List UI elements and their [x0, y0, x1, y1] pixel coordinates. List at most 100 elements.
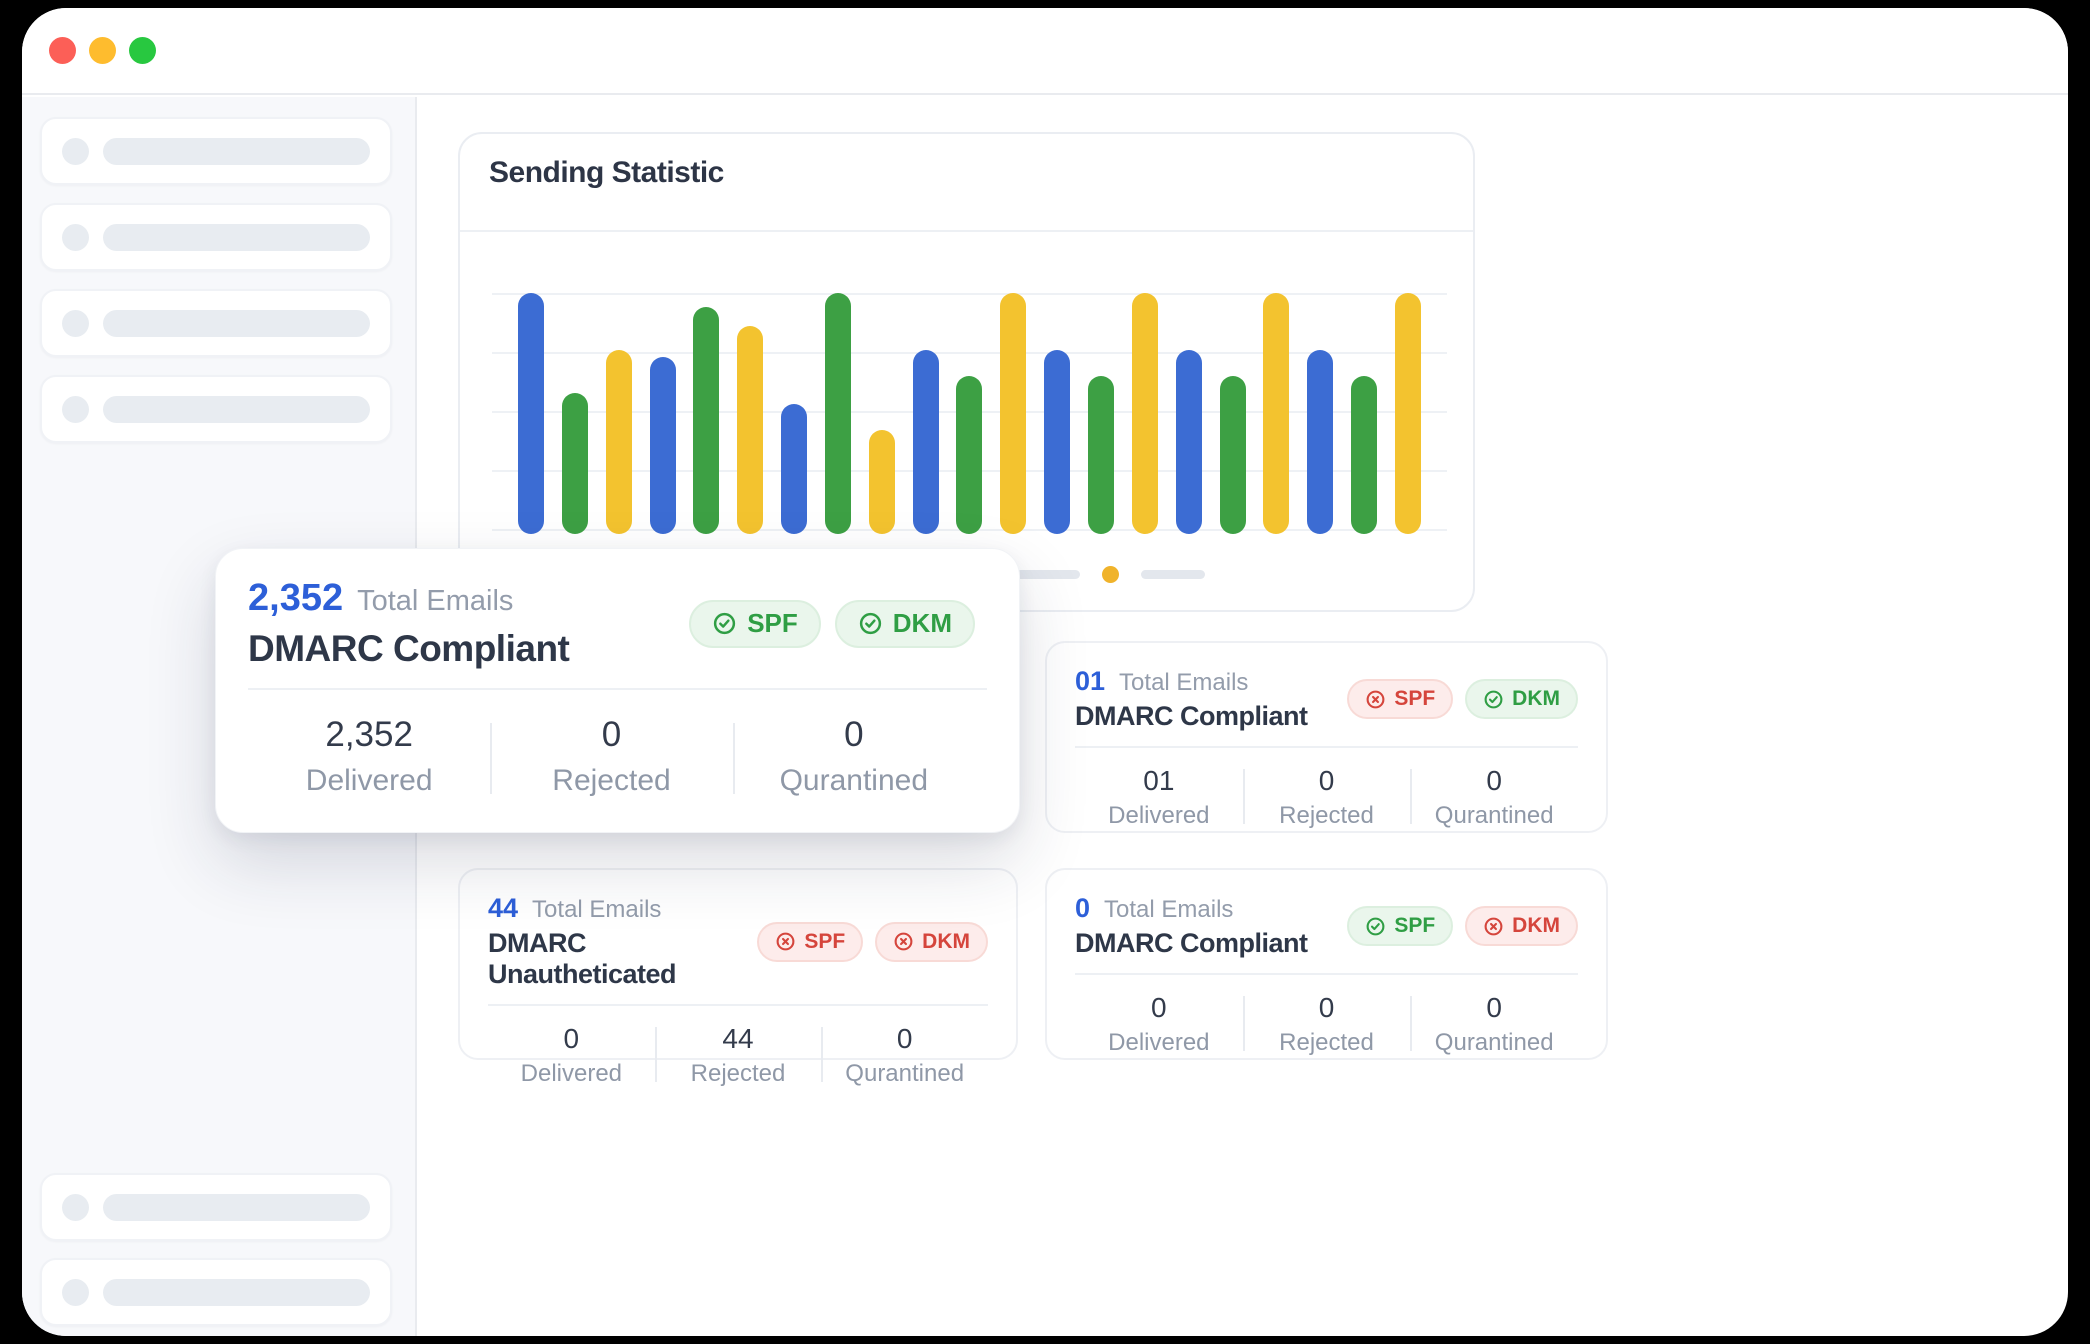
stats-row: 01 Delivered 0 Rejected 0 Qurantined — [1075, 748, 1578, 830]
sending-statistic-card: Sending Statistic — [458, 132, 1475, 612]
chart-bar-blue — [1044, 350, 1071, 534]
chart-bar-yellow — [868, 430, 895, 534]
sidebar-skeleton-item — [40, 289, 392, 357]
chart-bar-blue — [1307, 350, 1334, 534]
skeleton-avatar-placeholder — [62, 395, 89, 423]
chart-bar-green — [693, 307, 720, 534]
auth-badges: SPF DKM — [1347, 906, 1578, 946]
x-circle-icon — [775, 931, 796, 952]
check-circle-icon — [858, 611, 883, 636]
carousel-dash[interactable] — [1141, 570, 1205, 579]
card-divider — [1075, 973, 1578, 975]
chart-bar-green — [1219, 376, 1246, 534]
card-divider — [1075, 746, 1578, 748]
dmarc-stat-card-bottom-left: 44 Total Emails DMARC Unautheticated SPF… — [458, 868, 1018, 1087]
dkm-fail-badge: DKM — [875, 921, 988, 962]
dmarc-stat-card-top-right: 01 Total Emails DMARC Compliant SPF DKM … — [1045, 641, 1608, 833]
chart-title: Sending Statistic — [489, 156, 724, 189]
sidebar-top-group — [40, 117, 392, 443]
spf-fail-badge: SPF — [757, 921, 864, 962]
carousel-dash[interactable] — [1016, 570, 1080, 579]
total-emails-label: Total Emails — [1104, 896, 1234, 923]
skeleton-text-placeholder — [103, 223, 370, 251]
dkm-fail-badge: DKM — [1465, 906, 1578, 946]
x-circle-icon — [893, 931, 914, 952]
auth-badges: SPF DKM — [757, 921, 988, 962]
chart-bar-yellow — [1263, 293, 1290, 534]
stat-label: Delivered — [1108, 802, 1210, 829]
stat-column: 0 Rejected — [490, 715, 732, 798]
total-emails-line: 2,352 Total Emails — [248, 577, 569, 620]
bar-chart — [492, 293, 1447, 534]
chart-bars — [492, 293, 1447, 534]
x-circle-icon — [1483, 916, 1504, 937]
titlebar — [22, 8, 2068, 95]
card-header: 44 Total Emails DMARC Unautheticated SPF… — [488, 893, 988, 990]
total-emails-line: 01 Total Emails — [1075, 666, 1307, 697]
close-window-button[interactable] — [49, 37, 76, 64]
sidebar-skeleton-item — [40, 1258, 392, 1326]
stat-column: 0 Rejected — [1242, 992, 1411, 1057]
zoom-window-button[interactable] — [129, 37, 156, 64]
stat-label: Qurantined — [1434, 802, 1554, 829]
stat-column: 0 Qurantined — [732, 715, 975, 798]
total-emails-label: Total Emails — [532, 896, 662, 923]
stat-label: Delivered — [1108, 1029, 1210, 1056]
check-circle-icon — [712, 611, 737, 636]
skeleton-text-placeholder — [103, 137, 370, 165]
card-title: DMARC Compliant — [1075, 701, 1308, 731]
card-header-divider — [460, 230, 1473, 232]
stat-value: 2,352 — [325, 715, 413, 754]
app-window: Sending Statistic 2,352 Total Emails DMA… — [22, 8, 2068, 1336]
stat-label: Qurantined — [1434, 1029, 1554, 1056]
auth-badges: SPF DKM — [689, 599, 975, 648]
chart-bar-green — [561, 393, 588, 534]
card-divider — [488, 1004, 988, 1006]
minimize-window-button[interactable] — [89, 37, 116, 64]
skeleton-text-placeholder — [103, 395, 370, 423]
stats-row: 0 Delivered 44 Rejected 0 Qurantined — [488, 1006, 988, 1088]
stat-value: 0 — [1318, 992, 1335, 1023]
card-title: DMARC Compliant — [248, 628, 570, 669]
chart-bar-yellow — [1000, 293, 1027, 534]
spf-fail-badge: SPF — [1347, 679, 1454, 719]
chart-bar-blue — [912, 350, 939, 534]
stat-label: Qurantined — [845, 1060, 965, 1087]
card-header: 01 Total Emails DMARC Compliant SPF DKM — [1075, 666, 1578, 732]
sidebar-skeleton-item — [40, 203, 392, 271]
stat-value: 0 — [844, 715, 864, 754]
sidebar-skeleton-item — [40, 375, 392, 443]
card-title: DMARC Compliant — [1075, 928, 1308, 958]
stat-column: 0 Qurantined — [1410, 992, 1578, 1057]
total-emails-count: 01 — [1075, 666, 1106, 696]
chart-bar-green — [1087, 376, 1114, 534]
total-emails-line: 44 Total Emails — [488, 893, 757, 924]
chart-bar-yellow — [1394, 293, 1421, 534]
chart-bar-blue — [518, 293, 544, 534]
auth-badges: SPF DKM — [1347, 679, 1578, 719]
stat-value: 0 — [1486, 765, 1502, 796]
chart-gridline — [492, 352, 1447, 354]
chart-bar-green — [824, 293, 851, 534]
total-emails-line: 0 Total Emails — [1075, 893, 1307, 924]
stat-label: Rejected — [552, 764, 671, 797]
stat-label: Delivered — [305, 764, 433, 797]
card-header-text: 2,352 Total Emails DMARC Compliant — [248, 577, 570, 670]
skeleton-text-placeholder — [103, 309, 370, 337]
sidebar-skeleton-item — [40, 117, 392, 185]
stat-column: 0 Rejected — [1242, 765, 1411, 830]
chart-gridline — [492, 293, 1447, 295]
card-title: DMARC Unautheticated — [488, 928, 677, 989]
check-circle-icon — [1483, 689, 1504, 710]
spf-pass-badge: SPF — [1347, 906, 1454, 946]
sidebar-bottom-group — [40, 1173, 392, 1326]
skeleton-avatar-placeholder — [62, 1193, 89, 1221]
dkm-pass-badge: DKM — [1465, 679, 1578, 719]
stat-value: 0 — [1151, 992, 1167, 1023]
stat-column: 0 Delivered — [488, 1023, 655, 1088]
stat-column: 0 Qurantined — [821, 1023, 988, 1088]
stat-value: 0 — [1486, 992, 1502, 1023]
carousel-active-dot[interactable] — [1102, 566, 1119, 583]
stat-value: 0 — [1318, 765, 1335, 796]
card-header: 0 Total Emails DMARC Compliant SPF DKM — [1075, 893, 1578, 959]
